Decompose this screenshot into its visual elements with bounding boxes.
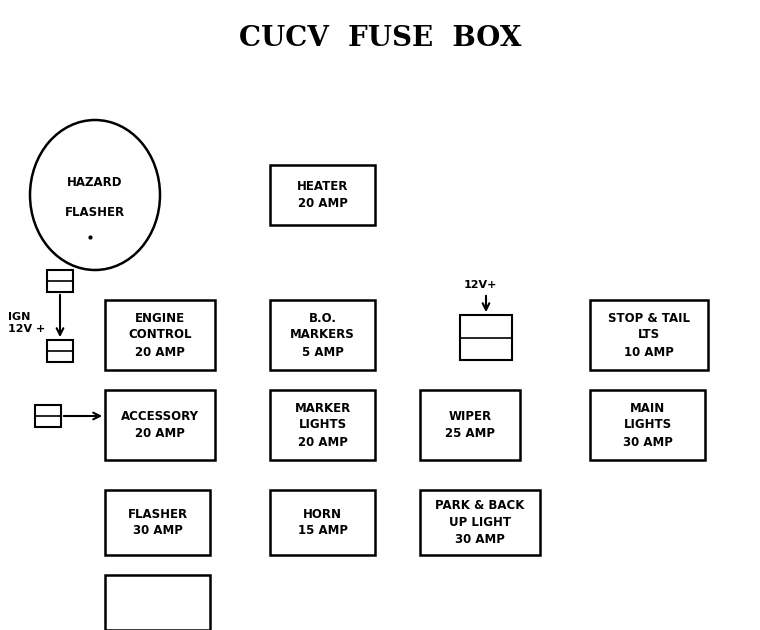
- Text: IGN
12V +: IGN 12V +: [8, 312, 46, 334]
- Bar: [590, 390, 705, 460]
- Text: WIPER
25 AMP: WIPER 25 AMP: [445, 410, 495, 440]
- Text: FLASHER
30 AMP: FLASHER 30 AMP: [128, 508, 188, 537]
- Text: CUCV  FUSE  BOX: CUCV FUSE BOX: [239, 25, 521, 52]
- Text: HEATER
20 AMP: HEATER 20 AMP: [297, 180, 348, 210]
- Bar: [270, 165, 375, 225]
- Bar: [105, 300, 215, 370]
- Bar: [105, 490, 210, 555]
- Bar: [420, 490, 540, 555]
- Bar: [270, 390, 375, 460]
- Text: B.O.
MARKERS
5 AMP: B.O. MARKERS 5 AMP: [290, 311, 355, 358]
- Text: ACCESSORY
20 AMP: ACCESSORY 20 AMP: [121, 410, 199, 440]
- Bar: [105, 575, 210, 630]
- Bar: [47, 270, 73, 292]
- Bar: [420, 390, 520, 460]
- Text: 12V+: 12V+: [464, 280, 497, 290]
- Bar: [270, 490, 375, 555]
- Text: STOP & TAIL
LTS
10 AMP: STOP & TAIL LTS 10 AMP: [608, 311, 690, 358]
- Text: MARKER
LIGHTS
20 AMP: MARKER LIGHTS 20 AMP: [294, 401, 350, 449]
- Bar: [105, 390, 215, 460]
- Bar: [590, 300, 708, 370]
- Bar: [35, 405, 61, 427]
- Text: MAIN
LIGHTS
30 AMP: MAIN LIGHTS 30 AMP: [622, 401, 673, 449]
- Text: PARK & BACK
UP LIGHT
30 AMP: PARK & BACK UP LIGHT 30 AMP: [435, 499, 524, 546]
- Text: HORN
15 AMP: HORN 15 AMP: [297, 508, 347, 537]
- Text: HAZARD: HAZARD: [67, 176, 123, 190]
- Text: FLASHER: FLASHER: [65, 207, 125, 219]
- Bar: [270, 300, 375, 370]
- Bar: [47, 340, 73, 362]
- Bar: [460, 315, 512, 360]
- Ellipse shape: [30, 120, 160, 270]
- Text: ENGINE
CONTROL
20 AMP: ENGINE CONTROL 20 AMP: [128, 311, 192, 358]
